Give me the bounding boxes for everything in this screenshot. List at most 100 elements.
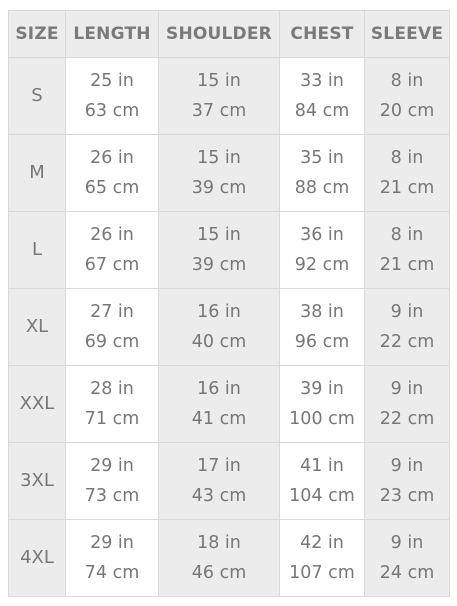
length-inches: 26 in <box>90 148 134 168</box>
table-row: XXL 28 in 71 cm 16 in 41 cm 39 in 100 cm 9 … <box>8 365 450 443</box>
chest-cm: 96 cm <box>294 332 350 352</box>
sleeve-cell: 8 in 21 cm <box>364 211 450 289</box>
chest-inches: 35 in <box>300 148 344 168</box>
shoulder-inches: 15 in <box>197 225 241 245</box>
sleeve-cm: 21 cm <box>379 255 435 275</box>
chest-inches: 38 in <box>300 302 344 322</box>
shoulder-cm: 40 cm <box>191 332 247 352</box>
size-label: M <box>8 134 66 212</box>
length-cm: 73 cm <box>84 486 140 506</box>
length-inches: 28 in <box>90 379 134 399</box>
shoulder-cell: 17 in 43 cm <box>158 442 280 520</box>
shoulder-cell: 15 in 37 cm <box>158 57 280 135</box>
shoulder-inches: 15 in <box>197 71 241 91</box>
chest-cm: 104 cm <box>289 486 355 506</box>
header-size: SIZE <box>8 10 66 58</box>
size-label: XXL <box>8 365 66 443</box>
size-label: L <box>8 211 66 289</box>
sleeve-inches: 8 in <box>390 148 424 168</box>
chest-cell: 38 in 96 cm <box>279 288 365 366</box>
chest-inches: 41 in <box>300 456 344 476</box>
header-shoulder: SHOULDER <box>158 10 280 58</box>
table-row: M 26 in 65 cm 15 in 39 cm 35 in 88 cm 8 in 2… <box>8 134 450 212</box>
sleeve-cell: 9 in 24 cm <box>364 519 450 597</box>
size-chart-table: SIZE LENGTH SHOULDER CHEST SLEEVE S 25 i… <box>8 10 450 597</box>
sleeve-cell: 8 in 21 cm <box>364 134 450 212</box>
chest-cm: 100 cm <box>289 409 355 429</box>
sleeve-inches: 9 in <box>390 533 424 553</box>
shoulder-cm: 43 cm <box>191 486 247 506</box>
size-label: S <box>8 57 66 135</box>
shoulder-cell: 18 in 46 cm <box>158 519 280 597</box>
length-inches: 26 in <box>90 225 134 245</box>
length-inches: 25 in <box>90 71 134 91</box>
sleeve-cm: 22 cm <box>379 332 435 352</box>
table-row: 4XL 29 in 74 cm 18 in 46 cm 42 in 107 cm 9 … <box>8 519 450 597</box>
length-cell: 26 in 65 cm <box>65 134 159 212</box>
chest-inches: 36 in <box>300 225 344 245</box>
chest-cm: 88 cm <box>294 178 350 198</box>
header-sleeve: SLEEVE <box>364 10 450 58</box>
length-cm: 67 cm <box>84 255 140 275</box>
sleeve-cm: 20 cm <box>379 101 435 121</box>
length-cell: 25 in 63 cm <box>65 57 159 135</box>
chest-inches: 39 in <box>300 379 344 399</box>
shoulder-cell: 16 in 41 cm <box>158 365 280 443</box>
length-cm: 65 cm <box>84 178 140 198</box>
length-inches: 29 in <box>90 533 134 553</box>
length-cm: 74 cm <box>84 563 140 583</box>
shoulder-inches: 17 in <box>197 456 241 476</box>
size-label: 4XL <box>8 519 66 597</box>
sleeve-inches: 9 in <box>390 379 424 399</box>
table-row: XL 27 in 69 cm 16 in 40 cm 38 in 96 cm 9 in… <box>8 288 450 366</box>
shoulder-cm: 39 cm <box>191 178 247 198</box>
sleeve-cell: 9 in 22 cm <box>364 365 450 443</box>
shoulder-cm: 37 cm <box>191 101 247 121</box>
sleeve-cell: 9 in 23 cm <box>364 442 450 520</box>
sleeve-cell: 8 in 20 cm <box>364 57 450 135</box>
shoulder-cm: 39 cm <box>191 255 247 275</box>
shoulder-cell: 15 in 39 cm <box>158 211 280 289</box>
length-cell: 27 in 69 cm <box>65 288 159 366</box>
shoulder-cell: 16 in 40 cm <box>158 288 280 366</box>
size-chart-header: SIZE LENGTH SHOULDER CHEST SLEEVE <box>8 10 450 58</box>
size-chart-body: S 25 in 63 cm 15 in 37 cm 33 in 84 cm 8 in 2… <box>8 57 450 597</box>
header-chest: CHEST <box>279 10 365 58</box>
length-cm: 69 cm <box>84 332 140 352</box>
shoulder-inches: 16 in <box>197 379 241 399</box>
length-cell: 29 in 74 cm <box>65 519 159 597</box>
table-row: L 26 in 67 cm 15 in 39 cm 36 in 92 cm 8 in 2… <box>8 211 450 289</box>
header-row: SIZE LENGTH SHOULDER CHEST SLEEVE <box>8 10 450 58</box>
shoulder-inches: 15 in <box>197 148 241 168</box>
chest-cell: 42 in 107 cm <box>279 519 365 597</box>
size-label: 3XL <box>8 442 66 520</box>
shoulder-inches: 16 in <box>197 302 241 322</box>
length-cell: 29 in 73 cm <box>65 442 159 520</box>
chest-cell: 33 in 84 cm <box>279 57 365 135</box>
sleeve-inches: 8 in <box>390 71 424 91</box>
sleeve-cell: 9 in 22 cm <box>364 288 450 366</box>
size-label: XL <box>8 288 66 366</box>
chest-cm: 92 cm <box>294 255 350 275</box>
chest-cell: 35 in 88 cm <box>279 134 365 212</box>
length-cm: 71 cm <box>84 409 140 429</box>
chest-cell: 36 in 92 cm <box>279 211 365 289</box>
sleeve-inches: 9 in <box>390 456 424 476</box>
header-length: LENGTH <box>65 10 159 58</box>
chest-cell: 39 in 100 cm <box>279 365 365 443</box>
chest-cm: 84 cm <box>294 101 350 121</box>
length-inches: 29 in <box>90 456 134 476</box>
table-row: S 25 in 63 cm 15 in 37 cm 33 in 84 cm 8 in 2… <box>8 57 450 135</box>
sleeve-cm: 22 cm <box>379 409 435 429</box>
chest-cell: 41 in 104 cm <box>279 442 365 520</box>
chest-inches: 42 in <box>300 533 344 553</box>
sleeve-cm: 23 cm <box>379 486 435 506</box>
shoulder-cm: 41 cm <box>191 409 247 429</box>
length-cell: 26 in 67 cm <box>65 211 159 289</box>
shoulder-inches: 18 in <box>197 533 241 553</box>
shoulder-cell: 15 in 39 cm <box>158 134 280 212</box>
sleeve-cm: 21 cm <box>379 178 435 198</box>
table-row: 3XL 29 in 73 cm 17 in 43 cm 41 in 104 cm 9 … <box>8 442 450 520</box>
length-cm: 63 cm <box>84 101 140 121</box>
shoulder-cm: 46 cm <box>191 563 247 583</box>
